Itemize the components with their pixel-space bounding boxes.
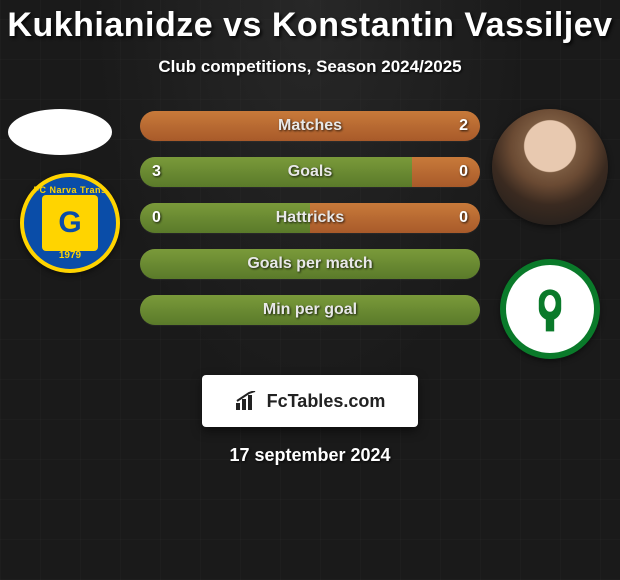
chart-icon: [235, 391, 261, 411]
club-left-badge: FC Narva Trans G 1979: [20, 173, 120, 273]
brand-text: FcTables.com: [267, 391, 386, 412]
bar-value-right: 2: [459, 111, 468, 141]
bar-row-matches: Matches2: [140, 111, 480, 141]
bar-row-hattricks: Hattricks0 0: [140, 203, 480, 233]
bar-label: Min per goal: [140, 295, 480, 325]
bar-label: Matches: [140, 111, 480, 141]
bar-label: Hattricks: [140, 203, 480, 233]
page-title: Kukhianidze vs Konstantin Vassiljev: [0, 0, 620, 45]
bar-value-right: 0: [459, 157, 468, 187]
page-subtitle: Club competitions, Season 2024/2025: [0, 57, 620, 77]
footer-date: 17 september 2024: [0, 445, 620, 466]
comparison-panel: FC Narva Trans G 1979 Matches2Goals30Hat…: [0, 109, 620, 369]
bar-value-left: 3: [152, 157, 161, 187]
bar-value-right: 0: [459, 203, 468, 233]
club-left-name: FC Narva Trans: [33, 185, 106, 195]
bar-value-left: 0: [152, 203, 161, 233]
bar-label: Goals per match: [140, 249, 480, 279]
bars-container: Matches2Goals30Hattricks00Goals per matc…: [140, 111, 480, 341]
player-left-avatar: [8, 109, 112, 155]
bar-label: Goals: [140, 157, 480, 187]
club-left-letter: G: [42, 195, 98, 251]
club-right-icon: [522, 281, 578, 337]
player-right-avatar: [492, 109, 608, 225]
club-left-year: 1979: [59, 250, 81, 261]
bar-row-goals: Goals3 0: [140, 157, 480, 187]
club-right-badge: [500, 259, 600, 359]
bar-row-min-per-goal: Min per goal: [140, 295, 480, 325]
brand-badge: FcTables.com: [202, 375, 418, 427]
bar-row-goals-per-match: Goals per match: [140, 249, 480, 279]
